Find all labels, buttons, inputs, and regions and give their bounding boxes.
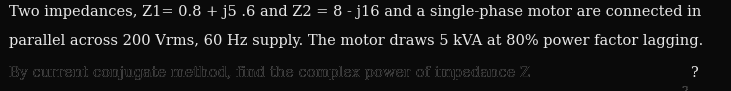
Text: parallel across 200 Vrms, 60 Hz supply. The motor draws 5 kVA at 80% power facto: parallel across 200 Vrms, 60 Hz supply. … — [9, 34, 703, 49]
Text: 2: 2 — [681, 86, 689, 91]
Text: By current conjugate method, find the complex power of impedance Z: By current conjugate method, find the co… — [9, 66, 530, 80]
Text: 2: 2 — [681, 86, 689, 91]
Text: By current conjugate method, find the complex power of impedance Z: By current conjugate method, find the co… — [9, 66, 530, 80]
Text: ?: ? — [690, 66, 698, 80]
Text: Two impedances, Z1= 0.8 + j5 .6 and Z2 = 8 - j16 and a single-phase motor are co: Two impedances, Z1= 0.8 + j5 .6 and Z2 =… — [9, 5, 701, 19]
